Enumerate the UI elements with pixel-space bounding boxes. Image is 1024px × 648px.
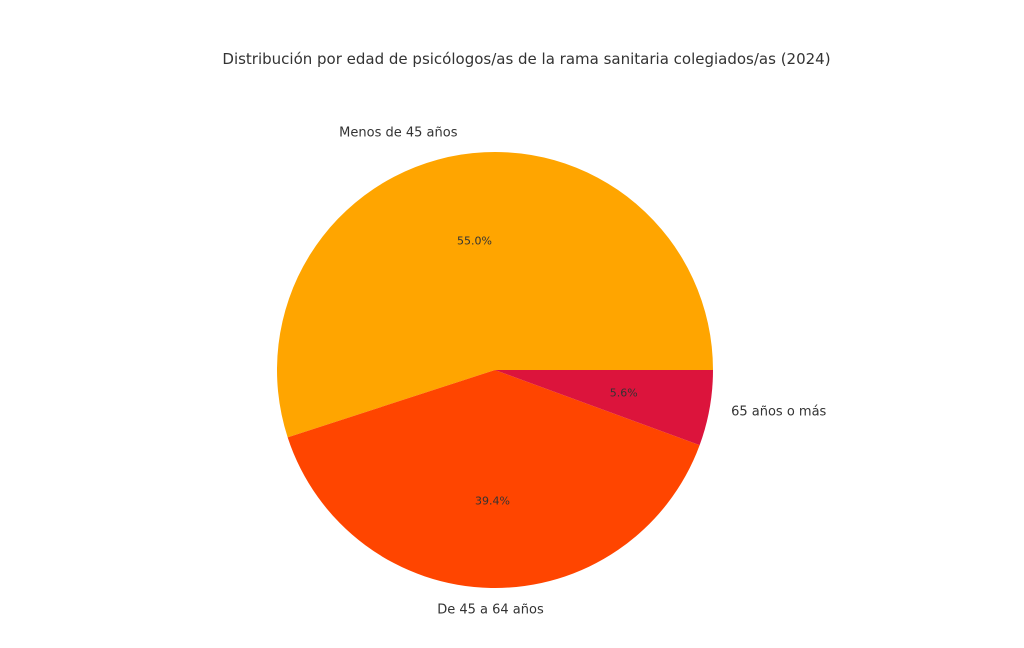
pie-category-label-65-anos-o-mas: 65 años o más: [731, 404, 826, 419]
pie-pct-label-de-45-a-64-anos: 39.4%: [475, 494, 510, 507]
pie-category-label-menos-de-45-anos: Menos de 45 años: [339, 126, 458, 141]
pie-slice-menos-de-45-anos: [277, 151, 713, 438]
pie-pct-label-menos-de-45-anos: 55.0%: [457, 234, 492, 247]
pie-pct-label-65-anos-o-mas: 5.6%: [610, 386, 638, 399]
pie-slice-65-anos-o-mas: [495, 370, 713, 446]
pie-slice-de-45-a-64-anos: [287, 370, 700, 588]
chart-title: Distribución por edad de psicólogos/as d…: [222, 50, 831, 68]
pie-category-label-de-45-a-64-anos: De 45 a 64 años: [437, 602, 544, 617]
